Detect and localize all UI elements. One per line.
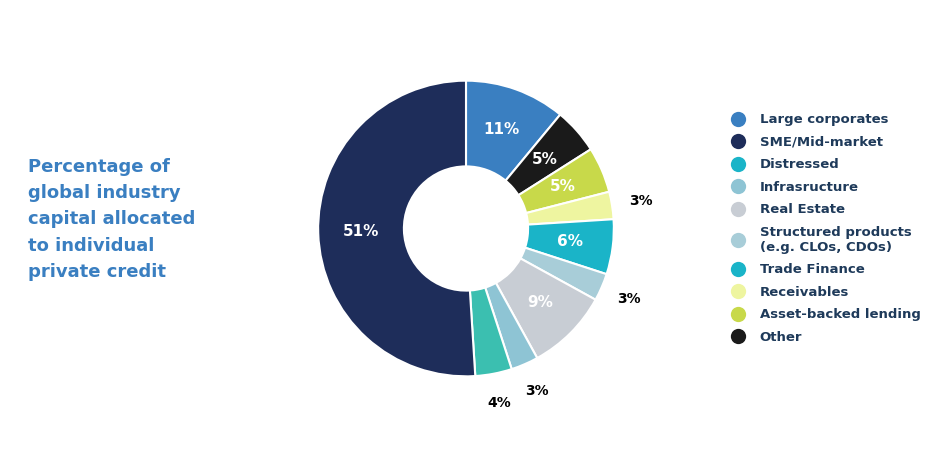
Wedge shape [496,258,596,358]
Text: 11%: 11% [484,122,520,137]
Text: 5%: 5% [532,152,557,167]
Text: Percentage of
global industry
capital allocated
to individual
private credit: Percentage of global industry capital al… [28,158,196,281]
Wedge shape [486,283,537,369]
Wedge shape [466,81,560,181]
Wedge shape [518,149,610,213]
Wedge shape [470,287,512,376]
Wedge shape [527,192,613,224]
Wedge shape [505,115,591,195]
Text: 9%: 9% [528,295,554,310]
Text: 5%: 5% [549,179,575,194]
Legend: Large corporates, SME/Mid-market, Distressed, Infrasructure, Real Estate, Struct: Large corporates, SME/Mid-market, Distre… [721,109,925,348]
Text: 6%: 6% [557,234,583,249]
Text: 3%: 3% [629,194,653,208]
Wedge shape [318,81,475,376]
Text: 3%: 3% [617,292,640,306]
Wedge shape [525,219,614,274]
Wedge shape [520,248,607,300]
Text: 3%: 3% [525,384,548,399]
Text: 4%: 4% [487,396,511,410]
Text: 51%: 51% [343,224,379,239]
